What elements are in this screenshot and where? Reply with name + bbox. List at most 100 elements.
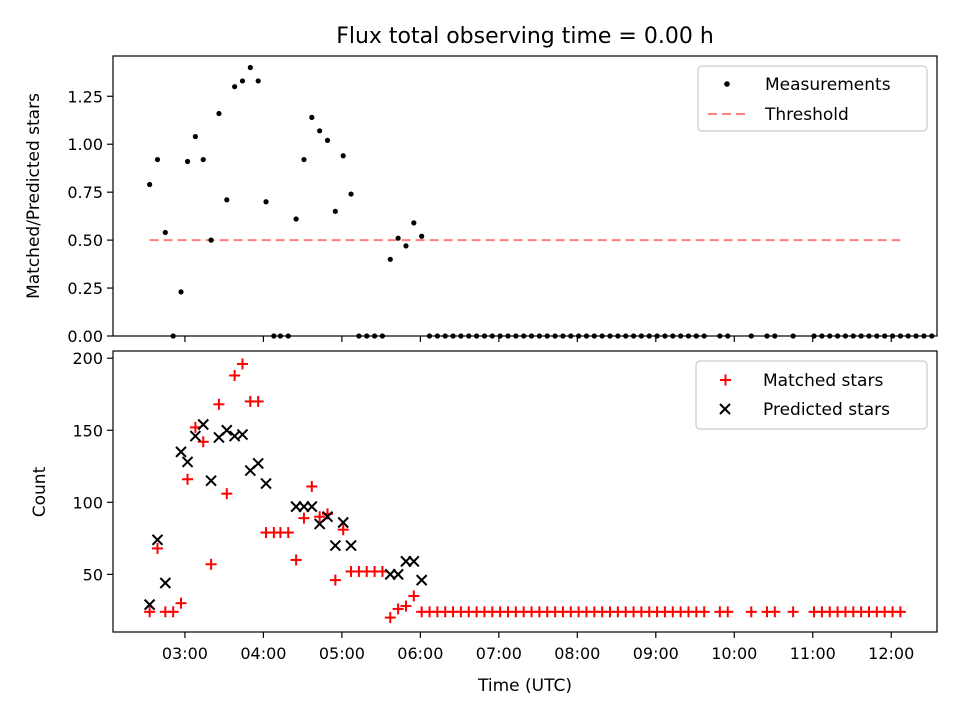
measurement-point xyxy=(239,78,246,84)
matched-star-point xyxy=(175,597,187,609)
bottom-x-ticks: 03:00 04:00 05:00 06:00 07:00 08:00 09:00 10:00… xyxy=(162,632,914,663)
measurement-point xyxy=(309,114,315,120)
y-tick-label: 0.75 xyxy=(67,183,103,202)
predicted-star-point xyxy=(321,511,334,523)
bottom-y-ticks: 50 100 150 200 xyxy=(72,349,113,584)
predicted-star-point xyxy=(197,418,209,431)
y-tick-label: 50 xyxy=(83,565,103,584)
measurement-point xyxy=(184,158,191,165)
measurement-point xyxy=(301,156,307,163)
measurement-point xyxy=(293,216,299,222)
measurement-point xyxy=(178,289,184,295)
predicted-star-point xyxy=(329,539,342,552)
y-tick-label: 0.50 xyxy=(67,231,103,250)
matched-star-point xyxy=(314,511,326,523)
measurement-point xyxy=(162,229,168,236)
y-tick-label: 0.25 xyxy=(67,279,103,298)
matched-star-point xyxy=(236,358,248,370)
predicted-star-point xyxy=(175,446,187,458)
matched-star-point xyxy=(282,527,294,539)
measurement-point xyxy=(216,110,222,117)
matched-star-point xyxy=(205,558,217,570)
legend-measurements-label: Measurements xyxy=(765,75,891,95)
x-tick-label: 12:00 xyxy=(868,644,914,663)
measurement-point xyxy=(263,199,269,205)
predicted-star-point xyxy=(345,539,357,552)
predicted-star-point xyxy=(236,428,249,441)
matched-star-point xyxy=(252,395,264,407)
matched-star-point xyxy=(408,590,420,602)
predicted-star-point xyxy=(306,500,318,513)
matched-star-point xyxy=(384,612,396,624)
measurement-point xyxy=(154,156,161,163)
matched-star-point xyxy=(144,606,156,618)
y-tick-label: 1.25 xyxy=(67,87,103,106)
matched-star-point xyxy=(787,606,799,618)
top-legend: Measurements Threshold xyxy=(697,65,928,132)
legend-matched-marker xyxy=(720,374,731,386)
measurement-point xyxy=(200,156,206,163)
y-tick-label: 1.00 xyxy=(67,135,103,154)
x-tick-label: 03:00 xyxy=(162,644,208,663)
measurement-point xyxy=(147,181,153,188)
legend-measurements-marker xyxy=(724,81,730,87)
measurement-point xyxy=(395,235,401,241)
matched-star-point xyxy=(698,606,710,618)
measurement-point xyxy=(332,208,338,214)
matched-star-point xyxy=(329,574,341,586)
measurement-point xyxy=(255,78,261,84)
x-tick-label: 10:00 xyxy=(711,644,757,663)
matched-star-point xyxy=(722,606,734,618)
y-tick-label: 150 xyxy=(72,421,103,440)
matched-star-point xyxy=(167,606,179,618)
y-tick-label: 100 xyxy=(72,493,103,512)
predicted-star-point xyxy=(392,568,404,581)
x-tick-label: 11:00 xyxy=(790,644,836,663)
predicted-star-point xyxy=(181,456,194,468)
predicted-star-point xyxy=(415,574,428,586)
predicted-star-point xyxy=(189,430,202,442)
measurement-point xyxy=(324,137,331,143)
top-y-ticks: 0.00 0.25 0.50 0.75 1.00 1.25 xyxy=(67,87,113,346)
matched-star-point xyxy=(298,512,310,524)
y-tick-label: 200 xyxy=(72,349,103,368)
matched-star-point xyxy=(745,606,757,618)
predicted-star-point xyxy=(260,477,272,490)
measurement-point xyxy=(208,237,214,243)
measurement-point xyxy=(387,256,393,262)
legend-frame xyxy=(695,360,928,430)
measurement-point xyxy=(232,84,238,90)
matched-star-point xyxy=(337,524,349,536)
measurement-point xyxy=(192,133,198,140)
bottom-axes: 50 100 150 200 03:00 04:00 05:00 06:00 07:00 08:… xyxy=(30,349,938,696)
x-tick-label: 05:00 xyxy=(319,644,365,663)
x-axis-label: Time (UTC) xyxy=(477,676,572,696)
legend-frame xyxy=(697,65,928,132)
measurement-point xyxy=(348,191,354,197)
measurement-point xyxy=(419,233,425,239)
predicted-star-point xyxy=(221,424,233,436)
measurement-point xyxy=(247,64,253,71)
top-x-ticks xyxy=(184,336,892,342)
top-axes: 0.00 0.25 0.50 0.75 1.00 1.25 Matched/Predict… xyxy=(24,55,938,346)
matched-star-point xyxy=(197,436,209,448)
measurement-point xyxy=(403,243,409,249)
matched-star-point xyxy=(392,603,404,615)
matched-star-point xyxy=(400,600,412,612)
predicted-star-point xyxy=(143,598,156,611)
bottom-legend: Matched stars Predicted stars xyxy=(695,360,928,430)
matched-star-point xyxy=(229,369,241,381)
predicted-star-point xyxy=(205,474,217,487)
bottom-axes-frame xyxy=(112,350,938,633)
top-y-axis-label: Matched/Predicted stars xyxy=(24,93,44,299)
legend-threshold-label: Threshold xyxy=(764,105,849,125)
bottom-y-axis-label: Count xyxy=(30,466,50,517)
matched-star-point xyxy=(769,606,781,618)
matched-star-point xyxy=(182,473,194,485)
measurement-point xyxy=(411,220,417,226)
matched-star-point xyxy=(306,480,318,492)
predicted-star-point xyxy=(408,555,420,568)
x-tick-label: 04:00 xyxy=(240,644,286,663)
measurement-point xyxy=(317,128,323,134)
